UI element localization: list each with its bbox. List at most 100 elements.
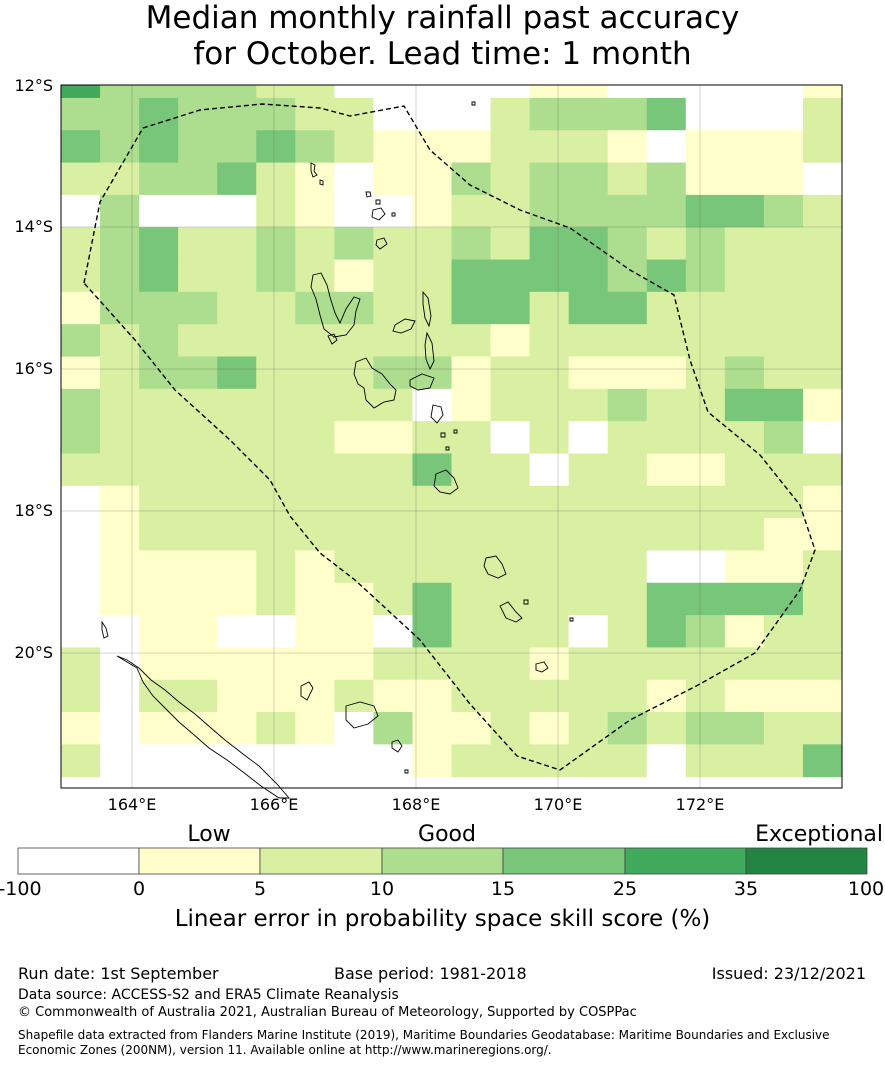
- grid-cell: [568, 388, 609, 422]
- grid-cell: [334, 324, 374, 357]
- grid-cell: [373, 550, 413, 584]
- grid-cell: [178, 550, 218, 584]
- grid-cell: [295, 85, 335, 99]
- grid-cell: [568, 194, 609, 228]
- grid-cell: [256, 712, 296, 745]
- island-santo: [310, 272, 361, 338]
- grid-cell: [685, 259, 726, 293]
- grid-cell: [256, 421, 296, 454]
- grid-cell: [607, 679, 648, 713]
- grid-cell: [529, 388, 570, 422]
- grid-cell: [763, 194, 804, 228]
- grid-cell: [568, 259, 609, 293]
- grid-cell: [61, 388, 101, 422]
- grid-cell: [646, 744, 687, 778]
- grid-cell: [802, 130, 843, 164]
- grid-cell: [529, 453, 570, 487]
- tick-25: 25: [613, 878, 637, 900]
- island-belep: [101, 620, 109, 639]
- grid-cell: [529, 130, 570, 164]
- grid-cell: [61, 615, 101, 648]
- grid-cell: [412, 194, 452, 228]
- grid-cell: [529, 356, 570, 390]
- grid-cell: [451, 582, 492, 616]
- colorbar-box: [259, 847, 383, 875]
- grid-cell: [802, 744, 843, 778]
- grid-cell: [802, 679, 843, 713]
- island-malo: [327, 333, 338, 345]
- grid-cell: [802, 324, 843, 357]
- island-shepherd: [440, 429, 458, 451]
- grid-cell: [256, 647, 296, 681]
- grid-cell: [139, 356, 179, 390]
- grid-cell: [607, 388, 648, 422]
- grid-cell: [451, 259, 492, 293]
- grid-cell: [139, 259, 179, 293]
- grid-cell: [295, 259, 335, 293]
- island-tiga: [404, 769, 409, 774]
- lon-label-166e: 166°E: [250, 795, 299, 814]
- grid-cell: [139, 85, 179, 99]
- grid-cell: [724, 388, 765, 422]
- grid-cell: [61, 485, 101, 519]
- grid-cell: [490, 97, 531, 131]
- grid-cell: [178, 162, 218, 196]
- grid-cell: [568, 85, 609, 99]
- grid-cell: [373, 130, 413, 164]
- grid-cell: [802, 97, 843, 131]
- grid-cell: [295, 227, 335, 261]
- grid-cell: [373, 388, 413, 422]
- grid-cell: [412, 421, 452, 454]
- grid-cell: [802, 615, 843, 648]
- grid-cell: [295, 162, 335, 196]
- lat-label-18s: 18°S: [14, 501, 53, 520]
- grid-cell: [607, 485, 648, 519]
- grid-cell: [529, 291, 570, 325]
- colorbar-boxes: [17, 847, 868, 875]
- grid-cell: [61, 518, 101, 551]
- grid-cell: [607, 744, 648, 778]
- coastlines: [101, 101, 574, 799]
- grid-cell: [607, 97, 648, 131]
- category-good: Good: [418, 822, 476, 847]
- grid-cell: [607, 194, 648, 228]
- shapefile-credit-line-2: Economic Zones (200NM), version 11. Avai…: [18, 1043, 552, 1057]
- grid-cell: [568, 582, 609, 616]
- colorbar-box: [745, 847, 868, 875]
- grid-cell: [763, 421, 804, 454]
- grid-cell: [568, 453, 609, 487]
- map-title-line-1: Median monthly rainfall past accuracy: [145, 0, 740, 36]
- grid-cell: [373, 647, 413, 681]
- grid-cell: [490, 227, 531, 261]
- grid-cell: [568, 518, 609, 551]
- grid-cell: [139, 712, 179, 745]
- grid-cell: [763, 712, 804, 745]
- grid-cell: [178, 130, 218, 164]
- grid-cell: [217, 356, 257, 390]
- grid-cell: [529, 97, 570, 131]
- grid-cell: [490, 85, 531, 99]
- island-futuna: [569, 617, 574, 622]
- grid-cell: [529, 324, 570, 357]
- grid-cell: [568, 227, 609, 261]
- grid-cell: [763, 259, 804, 293]
- grid-cell: [685, 130, 726, 164]
- island-small-1: [391, 212, 396, 217]
- grid-cell: [646, 582, 687, 616]
- grid-cell: [100, 550, 140, 584]
- grid-cell: [646, 194, 687, 228]
- grid-cell: [451, 712, 492, 745]
- grid-cell: [763, 97, 804, 131]
- grid-cell: [256, 85, 296, 99]
- grid-cell: [373, 453, 413, 487]
- grid-cell: [724, 291, 765, 325]
- grid-cell: [334, 744, 374, 778]
- grid-cell: [607, 324, 648, 357]
- grid-cell: [61, 744, 101, 778]
- grid-cell: [802, 356, 843, 390]
- data-source: Data source: ACCESS-S2 and ERA5 Climate …: [18, 987, 399, 1003]
- grid-cell: [802, 518, 843, 551]
- grid-cell: [412, 324, 452, 357]
- grid-cell: [529, 582, 570, 616]
- grid-cell: [256, 324, 296, 357]
